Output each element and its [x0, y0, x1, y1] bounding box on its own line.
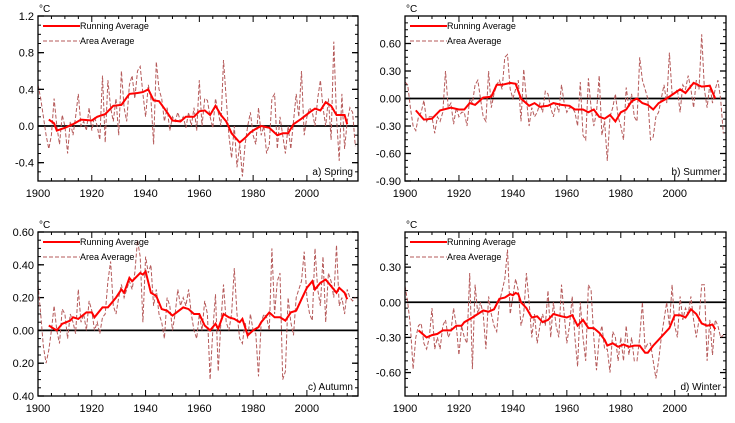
x-tick-label: 1980	[609, 188, 633, 200]
area-average-line	[404, 249, 724, 379]
area-average-line	[404, 34, 724, 161]
panel-1: 1.2 0.8 0.4 0.0 -0.4 1900 1920 1940 1960 1980 2000…	[15, 4, 359, 200]
y-tick-label: 0.00	[380, 94, 401, 106]
panel-label: d) Winter	[680, 382, 721, 393]
y-tick-label: 0.00	[380, 297, 401, 309]
plot-frame	[404, 231, 727, 397]
y-tick-label: 0.00	[13, 325, 34, 337]
x-tick-label: 1960	[187, 188, 211, 200]
legend-running-average-label: Running Average	[80, 21, 149, 31]
x-tick-label: 1920	[447, 188, 471, 200]
plot-frame	[404, 15, 727, 182]
running-average-line	[415, 81, 717, 124]
x-tick-label: 2000	[295, 403, 319, 415]
y-tick-label: -0.60	[376, 149, 401, 161]
y-tick-label: 0.4	[19, 84, 34, 96]
x-tick-label: 2000	[663, 188, 687, 200]
x-tick-label: 2000	[663, 403, 687, 415]
y-tick-label: 0.0	[19, 121, 34, 133]
unit-label: °C	[406, 220, 417, 231]
x-tick-label: 1980	[241, 403, 265, 415]
y-tick-label: 0.40	[13, 260, 34, 272]
x-tick-label: 1980	[609, 403, 633, 415]
y-tick-label: 0.8	[19, 48, 34, 60]
panel-4: 0.30 0.00 -0.30 -0.60 1900 1920 1940 1960 1980 20…	[376, 220, 727, 415]
x-tick-label: 1900	[26, 188, 50, 200]
plot-frame	[37, 15, 359, 182]
y-tick-label: 0.30	[380, 262, 401, 274]
x-tick-label: 1960	[555, 188, 579, 200]
y-tick-label: 1.2	[19, 11, 34, 23]
plot-frame	[37, 231, 359, 397]
legend-running-average-label: Running Average	[447, 21, 516, 31]
y-tick-label: 0.20	[13, 358, 34, 370]
area-average-line	[37, 41, 356, 177]
y-tick-label: 0.40	[13, 391, 34, 403]
x-tick-label: 1920	[80, 403, 104, 415]
panel-label: c) Autumn	[308, 382, 353, 393]
legend-area-average-label: Area Average	[447, 36, 501, 46]
x-tick-label: 1900	[393, 403, 417, 415]
y-tick-label: 0.20	[13, 293, 34, 305]
x-tick-label: 1920	[447, 403, 471, 415]
x-tick-label: 1920	[80, 188, 104, 200]
legend-area-average-label: Area Average	[447, 252, 501, 262]
y-tick-label: -0.30	[376, 332, 401, 344]
x-tick-label: 1940	[133, 403, 157, 415]
x-tick-label: 1960	[555, 403, 579, 415]
x-tick-label: 1980	[241, 188, 265, 200]
unit-label: °C	[406, 4, 417, 15]
unit-label: °C	[39, 220, 50, 231]
running-average-line	[48, 87, 349, 144]
x-tick-label: 1900	[393, 188, 417, 200]
panel-label: b) Summer	[672, 167, 722, 178]
x-tick-label: 1960	[187, 403, 211, 415]
x-tick-label: 1940	[501, 188, 525, 200]
y-tick-label: 0.30	[380, 66, 401, 78]
y-tick-label: -0.90	[376, 176, 401, 188]
y-tick-label: -0.30	[376, 121, 401, 133]
x-tick-label: 1940	[133, 188, 157, 200]
x-tick-label: 1940	[501, 403, 525, 415]
legend-area-average-label: Area Average	[80, 252, 134, 262]
y-tick-label: 0.60	[13, 227, 34, 239]
unit-label: °C	[39, 4, 50, 15]
running-average-line	[48, 269, 349, 338]
y-tick-label: -0.4	[15, 158, 34, 170]
x-tick-label: 1900	[26, 403, 50, 415]
panel-label: a) Spring	[312, 167, 353, 178]
x-tick-label: 2000	[295, 188, 319, 200]
legend-area-average-label: Area Average	[80, 36, 134, 46]
legend-running-average-label: Running Average	[80, 237, 149, 247]
y-tick-label: 0.60	[380, 39, 401, 51]
running-average-line	[417, 291, 717, 354]
y-tick-label: -0.60	[376, 368, 401, 380]
legend-running-average-label: Running Average	[447, 237, 516, 247]
